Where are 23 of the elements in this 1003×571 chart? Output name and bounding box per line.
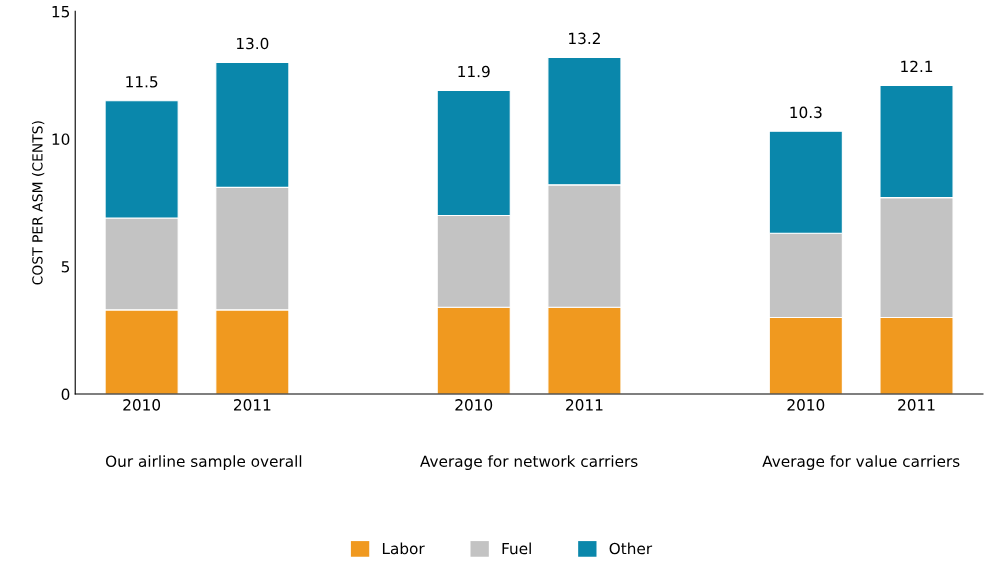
- x-tick-label: 2010: [455, 399, 493, 411]
- text: Average for value carriers: [762, 455, 960, 470]
- x-tick-label: 2011: [566, 399, 603, 411]
- x-tick-label: 2010: [123, 399, 161, 411]
- legend-label: Fuel: [502, 542, 531, 555]
- x-tick-label: 2011: [898, 399, 935, 411]
- legend-label: Other: [609, 542, 653, 555]
- text: Our airline sample overall: [105, 455, 302, 470]
- total-label: 12.1: [901, 60, 933, 72]
- y-axis-title: COST PER ASM (CENTS): [31, 121, 45, 285]
- total-label: 11.9: [458, 65, 490, 78]
- y-tick-label: 5: [61, 261, 70, 273]
- x-tick-label: 2011: [234, 399, 271, 411]
- total-label: 13.2: [569, 32, 600, 45]
- y-tick-label: 15: [52, 6, 70, 18]
- text: Average for network carriers: [420, 455, 638, 470]
- y-tick-label: 10: [52, 133, 70, 145]
- total-label: 11.5: [126, 76, 158, 88]
- legend-label: Labor: [382, 542, 425, 555]
- total-label: 10.3: [790, 106, 822, 119]
- y-tick-label: 0: [61, 388, 70, 401]
- x-tick-label: 2010: [787, 399, 825, 411]
- total-label: 13.0: [237, 37, 269, 50]
